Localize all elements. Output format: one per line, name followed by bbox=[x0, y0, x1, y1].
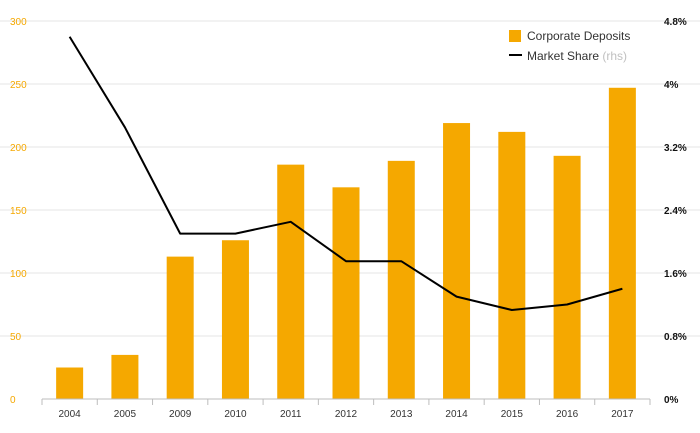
y-left-tick-label: 200 bbox=[10, 143, 27, 154]
x-tick-label: 2012 bbox=[335, 409, 358, 420]
bar bbox=[553, 155, 581, 399]
bar bbox=[221, 240, 249, 399]
line-series bbox=[68, 36, 623, 312]
bar bbox=[608, 87, 636, 399]
y-right-tick-label: 3.2% bbox=[664, 143, 687, 154]
bar-series bbox=[56, 87, 636, 399]
legend-label-note: (rhs) bbox=[602, 49, 627, 63]
legend: Corporate Deposits Market Share (rhs) bbox=[509, 29, 630, 63]
bar bbox=[166, 256, 194, 399]
x-tick-label: 2011 bbox=[280, 409, 302, 420]
y-left-tick-label: 250 bbox=[10, 80, 27, 91]
bar bbox=[56, 367, 84, 399]
bar bbox=[332, 187, 360, 399]
x-tick-label: 2013 bbox=[390, 409, 413, 420]
y-right-tick-label: 1.6% bbox=[664, 269, 687, 280]
x-tick-label: 2010 bbox=[224, 409, 247, 420]
bar bbox=[277, 164, 305, 399]
y-left-tick-label: 150 bbox=[10, 206, 27, 217]
x-tick-label: 2016 bbox=[556, 409, 579, 420]
x-tick-label: 2015 bbox=[501, 409, 524, 420]
x-tick-label: 2009 bbox=[169, 409, 192, 420]
bar bbox=[387, 160, 415, 399]
bar bbox=[111, 354, 139, 399]
y-left-tick-label: 50 bbox=[10, 332, 22, 343]
y-left-tick-label: 300 bbox=[10, 17, 27, 28]
y-right-tick-label: 4% bbox=[664, 80, 679, 91]
axes: 0 50 100 150 200 250 300 0% 0.8% 1.6% 2.4% 3.2% 4% 4.… bbox=[10, 17, 687, 420]
y-left-tick-label: 100 bbox=[10, 269, 27, 280]
y-right-tick-label: 0% bbox=[664, 395, 679, 406]
y-right-tick-label: 0.8% bbox=[664, 332, 687, 343]
legend-label-bar: Corporate Deposits bbox=[527, 29, 630, 43]
y-right-tick-label: 4.8% bbox=[664, 17, 687, 28]
legend-swatch-bar bbox=[509, 30, 521, 42]
bar bbox=[498, 131, 526, 399]
x-tick-label: 2004 bbox=[59, 409, 82, 420]
legend-label-line: Market Share (rhs) bbox=[527, 49, 627, 63]
x-tick-label: 2005 bbox=[114, 409, 137, 420]
x-tick-label: 2017 bbox=[611, 409, 634, 420]
y-left-tick-label: 0 bbox=[10, 395, 16, 406]
bar bbox=[443, 123, 471, 399]
x-tick-label: 2014 bbox=[445, 409, 468, 420]
y-right-tick-label: 2.4% bbox=[664, 206, 687, 217]
